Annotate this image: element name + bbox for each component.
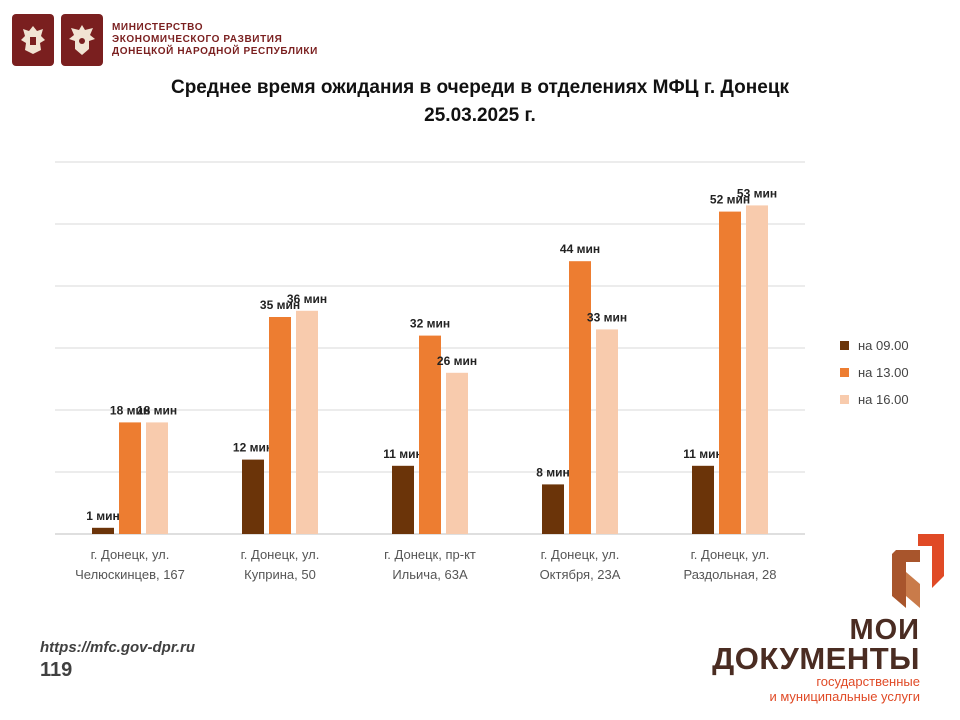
legend-label-1300: на 13.00	[858, 365, 909, 380]
data-label: 53 мин	[737, 186, 777, 200]
bar	[269, 317, 291, 534]
chart-legend: на 09.00 на 13.00 на 16.00	[840, 332, 909, 413]
ministry-line: ДОНЕЦКОЙ НАРОДНОЙ РЕСПУБЛИКИ	[112, 46, 318, 57]
bar	[419, 335, 441, 534]
data-label: 12 мин	[233, 441, 273, 455]
category-label: г. Донецк, ул.	[91, 547, 170, 562]
legend-swatch-1600	[840, 395, 849, 404]
data-label: 11 мин	[383, 447, 423, 461]
bar	[596, 329, 618, 534]
bar	[92, 527, 114, 534]
data-label: 26 мин	[437, 354, 477, 368]
page-number: 119	[40, 659, 73, 681]
category-label: г. Донецк, ул.	[241, 547, 320, 562]
chart-title-line1: Среднее время ожидания в очереди в отдел…	[170, 77, 790, 98]
data-label: 18 мин	[110, 403, 150, 417]
legend-label-0900: на 09.00	[858, 338, 909, 353]
legend-swatch-0900	[840, 341, 849, 350]
category-label: г. Донецк, пр-кт	[384, 547, 476, 562]
chart-title-line2: 25.03.2025 г.	[424, 105, 536, 126]
data-label: 44 мин	[560, 242, 600, 256]
legend-swatch-1300	[840, 368, 849, 377]
ministry-line: ЭКОНОМИЧЕСКОГО РАЗВИТИЯ	[112, 34, 283, 45]
category-label: г. Донецк, ул.	[541, 547, 620, 562]
russia-coat-of-arms-icon	[12, 14, 54, 66]
bar	[542, 484, 564, 534]
brand-line3: государственные	[816, 674, 920, 689]
category-label: г. Донецк, ул.	[691, 547, 770, 562]
legend-item-1600: на 16.00	[840, 386, 909, 413]
category-label: Раздольная, 28	[683, 567, 776, 582]
category-label: Ильича, 63А	[392, 567, 468, 582]
bar	[146, 422, 168, 534]
data-label: 8 мин	[536, 465, 570, 479]
legend-item-0900: на 09.00	[840, 332, 909, 359]
brand-line1: МОИ	[849, 614, 920, 646]
chart-title: Среднее время ожидания в очереди в отдел…	[0, 74, 960, 130]
bar	[392, 465, 414, 534]
category-label: Октября, 23А	[540, 567, 621, 582]
data-label: 32 мин	[410, 317, 450, 331]
bar	[242, 459, 264, 534]
ministry-name: МИНИСТЕРСТВО ЭКОНОМИЧЕСКОГО РАЗВИТИЯ ДОН…	[112, 22, 318, 58]
bar	[746, 205, 768, 534]
bar	[719, 211, 741, 534]
website-link[interactable]: https://mfc.gov-dpr.ru	[40, 639, 195, 656]
bar	[692, 465, 714, 534]
legend-label-1600: на 16.00	[858, 392, 909, 407]
legend-item-1300: на 13.00	[840, 359, 909, 386]
data-label: 36 мин	[287, 292, 327, 306]
brand-line2: ДОКУМЕНТЫ	[712, 641, 920, 676]
data-label: 52 мин	[710, 193, 750, 207]
bar	[446, 372, 468, 534]
bar	[119, 422, 141, 534]
dpr-coat-of-arms-icon	[61, 14, 103, 66]
category-label: Куприна, 50	[244, 567, 316, 582]
data-label: 35 мин	[260, 298, 300, 312]
header: МИНИСТЕРСТВО ЭКОНОМИЧЕСКОГО РАЗВИТИЯ ДОН…	[12, 14, 318, 66]
ministry-line: МИНИСТЕРСТВО	[112, 22, 204, 33]
category-label: Челюскинцев, 167	[75, 567, 185, 582]
data-label: 18 мин	[137, 403, 177, 417]
data-label: 1 мин	[86, 509, 120, 523]
bar	[569, 261, 591, 534]
bar	[296, 310, 318, 534]
data-label: 11 мин	[683, 447, 723, 461]
moi-dokumenty-logo-icon	[892, 534, 944, 608]
brand-line4: и муниципальные услуги	[769, 689, 920, 704]
data-label: 33 мин	[587, 310, 627, 324]
brand-block: МОИ ДОКУМЕНТЫ государственные и муниципа…	[712, 614, 920, 705]
